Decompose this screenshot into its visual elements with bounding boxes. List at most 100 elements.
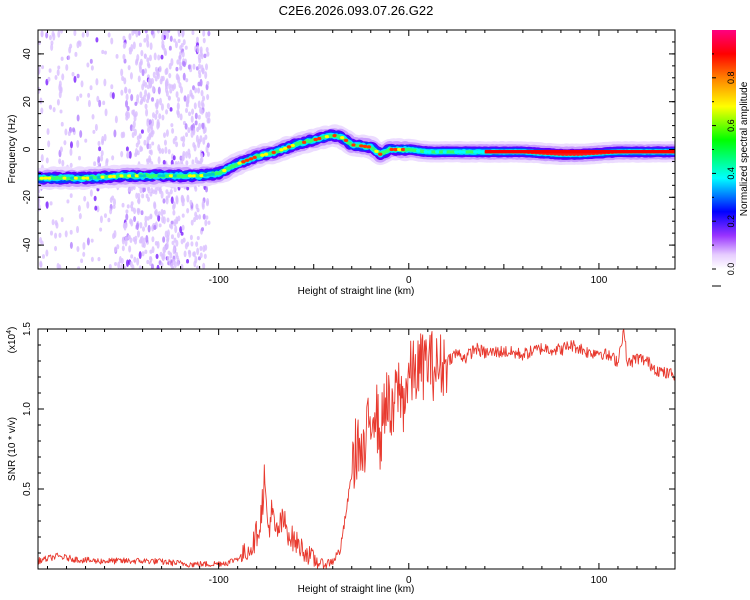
- noise-speck: [146, 119, 150, 127]
- noise-speck: [173, 38, 177, 43]
- noise-speck: [113, 129, 117, 138]
- noise-speck: [100, 150, 104, 157]
- noise-speck: [146, 61, 150, 67]
- noise-speck: [184, 45, 188, 50]
- noise-speck: [202, 137, 206, 145]
- noise-speck: [144, 221, 148, 228]
- noise-speck: [133, 215, 137, 223]
- noise-speck: [157, 54, 161, 61]
- noise-speck: [201, 67, 205, 74]
- noise-speck: [165, 129, 169, 137]
- y-tick-label: 0: [22, 146, 33, 152]
- noise-speck: [162, 209, 166, 215]
- noise-speck: [130, 254, 134, 259]
- y-tick-label: 20: [22, 96, 33, 108]
- noise-speck: [145, 108, 149, 117]
- noise-speck: [73, 30, 77, 36]
- noise-speck: [125, 100, 129, 108]
- noise-speck: [76, 114, 80, 122]
- noise-speck: [137, 75, 141, 83]
- noise-speck: [157, 86, 161, 95]
- noise-speck: [101, 138, 105, 146]
- noise-speck: [114, 246, 118, 253]
- noise-speck: [160, 34, 164, 41]
- noise-speck: [204, 186, 208, 193]
- noise-speck: [79, 93, 83, 98]
- noise-speck: [104, 108, 108, 117]
- noise-speck: [199, 78, 203, 87]
- noise-speck: [198, 57, 202, 64]
- noise-speck: [38, 198, 41, 205]
- noise-speck: [178, 82, 182, 89]
- ridge-peak: [267, 151, 273, 155]
- noise-speck: [182, 39, 186, 46]
- noise-speck: [193, 216, 197, 223]
- noise-speck: [194, 87, 198, 94]
- noise-speck: [170, 123, 174, 128]
- noise-speck: [86, 237, 90, 246]
- noise-speck: [59, 87, 63, 94]
- noise-speck: [141, 68, 145, 77]
- noise-speck: [136, 257, 140, 266]
- ridge-peak: [404, 147, 410, 152]
- snr-multiplier-base: (x10: [7, 333, 18, 353]
- noise-speck: [190, 219, 194, 226]
- noise-speck: [196, 247, 200, 256]
- ridge-peak: [374, 149, 379, 154]
- noise-speck: [54, 245, 58, 252]
- noise-speck: [206, 117, 210, 124]
- noise-speck: [133, 207, 137, 215]
- ridge-peak: [111, 174, 117, 178]
- noise-speck: [200, 109, 204, 115]
- noise-speck: [181, 30, 185, 38]
- noise-speck: [176, 109, 180, 116]
- noise-speck: [204, 71, 208, 80]
- svg-text:(x104): (x104): [6, 327, 18, 354]
- noise-speck: [151, 141, 155, 146]
- ridge-peak: [317, 136, 322, 141]
- noise-speck: [185, 151, 189, 159]
- noise-speck: [207, 111, 211, 118]
- x-tick-label: 100: [591, 275, 608, 286]
- ridge-peak: [575, 152, 581, 156]
- x-tick-label: 0: [406, 275, 412, 286]
- noise-speck: [172, 258, 176, 266]
- ridge-peak: [302, 140, 307, 144]
- noise-speck: [180, 264, 184, 269]
- noise-speck: [160, 262, 164, 267]
- ridge-peak: [161, 174, 166, 178]
- noise-speck: [164, 50, 168, 57]
- noise-speck: [40, 107, 44, 114]
- noise-speck: [179, 226, 183, 234]
- noise-speck: [54, 232, 58, 239]
- ridge-peak: [359, 144, 364, 148]
- noise-speck: [114, 261, 118, 267]
- snr-multiplier-close: ): [7, 327, 18, 330]
- noise-speck: [190, 115, 194, 123]
- noise-speck: [198, 214, 202, 220]
- ridge-peak: [191, 174, 197, 178]
- noise-speck: [164, 146, 168, 154]
- noise-speck: [66, 199, 70, 204]
- noise-speck: [122, 35, 126, 41]
- noise-speck: [179, 86, 183, 94]
- noise-speck: [195, 134, 199, 143]
- noise-speck: [137, 192, 141, 199]
- noise-speck: [189, 234, 193, 241]
- noise-speck: [145, 235, 149, 243]
- ridge-peak: [214, 172, 219, 176]
- noise-speck: [163, 139, 167, 146]
- noise-speck: [176, 74, 180, 80]
- ridge-peak: [389, 147, 394, 152]
- noise-speck: [203, 126, 207, 134]
- noise-speck: [178, 54, 182, 62]
- noise-speck: [139, 186, 143, 194]
- noise-speck: [196, 236, 200, 241]
- noise-speck: [125, 93, 129, 101]
- noise-speck: [69, 229, 73, 235]
- noise-speck: [188, 250, 192, 258]
- noise-speck: [206, 93, 210, 101]
- colorbar-tick-label: 0.4: [726, 167, 736, 180]
- ridge-peak: [446, 150, 451, 154]
